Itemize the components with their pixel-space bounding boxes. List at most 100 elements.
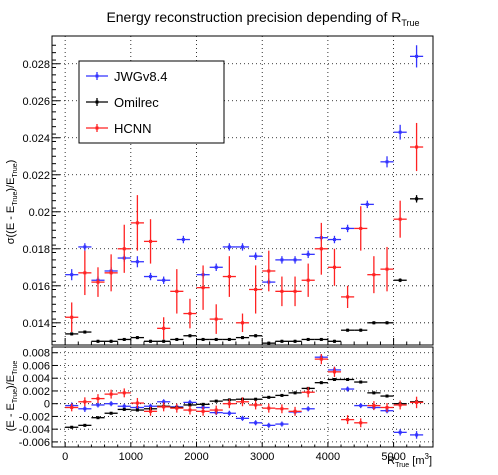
point-marker bbox=[83, 400, 87, 404]
point-marker bbox=[135, 408, 139, 412]
data-point bbox=[235, 415, 250, 421]
data-point bbox=[354, 418, 368, 428]
point-marker bbox=[227, 275, 231, 279]
point-marker bbox=[70, 406, 74, 410]
x-ticks: 0 1000 2000 3000 4000 5000 bbox=[62, 338, 421, 463]
top-series-omilrec bbox=[65, 195, 424, 345]
legend-marker bbox=[95, 74, 99, 78]
bottom-y-tick-label: 0.002 bbox=[22, 386, 50, 398]
data-point bbox=[275, 393, 289, 397]
point-marker bbox=[398, 403, 402, 407]
data-point bbox=[314, 354, 328, 365]
data-point bbox=[65, 332, 79, 336]
data-point bbox=[183, 405, 197, 415]
point-marker bbox=[385, 160, 389, 164]
legend-marker bbox=[95, 100, 99, 104]
data-point bbox=[354, 328, 368, 332]
data-point bbox=[380, 246, 394, 292]
data-point bbox=[196, 265, 210, 310]
data-point bbox=[130, 408, 144, 412]
legend-marker bbox=[95, 126, 99, 130]
data-point bbox=[170, 403, 184, 413]
point-marker bbox=[96, 280, 100, 284]
data-point bbox=[249, 252, 263, 260]
bottom-grid bbox=[52, 347, 433, 447]
point-marker bbox=[280, 339, 284, 343]
point-marker bbox=[385, 321, 389, 325]
data-point bbox=[288, 276, 302, 307]
point-marker bbox=[346, 295, 350, 299]
data-point bbox=[209, 304, 223, 334]
point-marker bbox=[241, 321, 244, 325]
point-marker bbox=[227, 245, 231, 249]
point-marker bbox=[332, 377, 336, 381]
data-point bbox=[393, 400, 407, 410]
point-marker bbox=[241, 400, 244, 404]
point-marker bbox=[254, 254, 258, 258]
data-point bbox=[78, 330, 92, 334]
point-marker bbox=[267, 406, 271, 410]
data-point bbox=[275, 339, 289, 343]
point-marker bbox=[201, 286, 205, 290]
data-point bbox=[209, 405, 223, 415]
data-point bbox=[222, 410, 236, 416]
data-point bbox=[354, 403, 368, 409]
data-point bbox=[196, 337, 210, 341]
point-marker bbox=[109, 411, 113, 415]
point-marker bbox=[267, 423, 271, 427]
point-marker bbox=[293, 258, 297, 262]
data-point bbox=[360, 200, 374, 209]
data-point bbox=[288, 256, 302, 264]
data-point bbox=[301, 250, 315, 259]
x-tick-label: 3000 bbox=[250, 451, 274, 463]
bottom-y-tick-label: 0.008 bbox=[22, 348, 50, 360]
data-point bbox=[91, 394, 105, 404]
data-point bbox=[176, 235, 190, 244]
point-marker bbox=[83, 330, 87, 334]
data-point bbox=[262, 250, 276, 292]
data-point bbox=[222, 243, 236, 251]
data-point bbox=[301, 387, 315, 398]
point-marker bbox=[346, 226, 350, 230]
point-marker bbox=[96, 339, 100, 343]
point-marker bbox=[365, 202, 369, 206]
data-point bbox=[249, 400, 263, 410]
data-point bbox=[380, 321, 394, 325]
x-axis-label: RTrue [m3] bbox=[387, 452, 432, 469]
point-marker bbox=[415, 433, 419, 437]
point-marker bbox=[385, 394, 389, 398]
data-point bbox=[410, 45, 424, 68]
data-point bbox=[117, 407, 131, 411]
data-point bbox=[235, 243, 250, 251]
point-marker bbox=[214, 265, 218, 269]
data-point bbox=[78, 405, 92, 412]
top-y-tick-label: 0.016 bbox=[22, 281, 50, 293]
point-marker bbox=[254, 334, 258, 338]
point-marker bbox=[359, 404, 363, 408]
data-point bbox=[143, 272, 158, 281]
point-marker bbox=[83, 245, 87, 249]
point-marker bbox=[96, 403, 100, 407]
data-point bbox=[327, 377, 342, 381]
point-marker bbox=[306, 252, 310, 256]
point-marker bbox=[162, 405, 166, 409]
data-point bbox=[367, 401, 381, 411]
point-marker bbox=[293, 289, 297, 293]
point-marker bbox=[109, 402, 113, 406]
data-point bbox=[354, 206, 368, 251]
point-marker bbox=[83, 407, 87, 411]
data-point bbox=[170, 269, 184, 314]
legend-entry: HCNN bbox=[86, 121, 152, 136]
point-marker bbox=[415, 197, 419, 201]
data-point bbox=[157, 402, 171, 412]
data-point bbox=[209, 337, 223, 341]
data-point bbox=[78, 250, 92, 296]
point-marker bbox=[162, 278, 166, 282]
data-point bbox=[130, 256, 144, 268]
point-marker bbox=[96, 416, 100, 420]
point-marker bbox=[293, 409, 297, 413]
point-marker bbox=[122, 407, 126, 411]
top-y-tick-label: 0.014 bbox=[22, 318, 50, 330]
data-point bbox=[130, 336, 144, 340]
